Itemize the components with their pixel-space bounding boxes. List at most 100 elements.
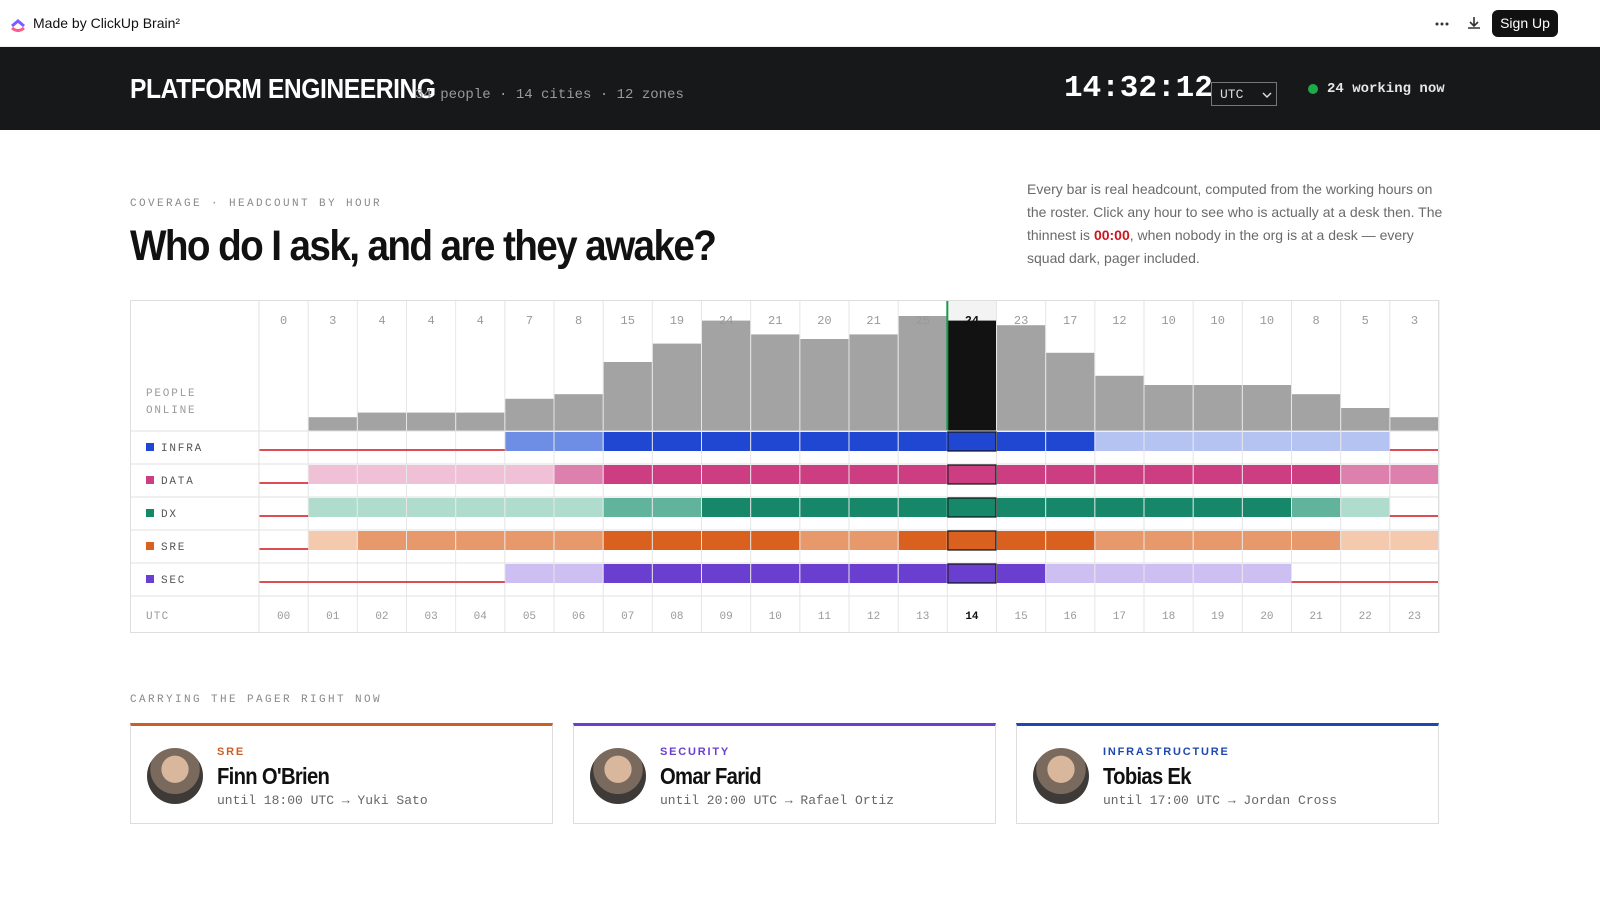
- bar[interactable]: [849, 334, 898, 431]
- bar[interactable]: [997, 325, 1046, 431]
- x-tick-label: 03: [424, 611, 437, 623]
- coverage-cell: [800, 531, 849, 550]
- bar[interactable]: [1292, 394, 1341, 431]
- timezone-select[interactable]: UTC: [1211, 82, 1277, 106]
- coverage-cell: [1292, 498, 1341, 517]
- y-label: PEOPLE ONLINE: [146, 388, 197, 417]
- coverage-cell: [751, 531, 800, 550]
- bar[interactable]: [357, 412, 406, 431]
- coverage-cell: [751, 498, 800, 517]
- value-label: 8: [1312, 314, 1319, 328]
- bar[interactable]: [947, 320, 996, 431]
- coverage-cell: [456, 465, 505, 484]
- bar[interactable]: [1144, 385, 1193, 431]
- bar[interactable]: [1341, 408, 1390, 431]
- bar[interactable]: [898, 316, 947, 431]
- status: 24 working now: [1327, 81, 1445, 97]
- status-dot: [1308, 84, 1318, 94]
- bar[interactable]: [603, 362, 652, 431]
- x-tick-label: 06: [572, 611, 585, 623]
- coverage-cell: [554, 531, 603, 550]
- bar[interactable]: [308, 417, 357, 431]
- value-label: 8: [575, 314, 582, 328]
- coverage-cell: [505, 432, 554, 451]
- coverage-cell: [849, 498, 898, 517]
- coverage-cell: [947, 530, 997, 551]
- coverage-cell: [1144, 465, 1193, 484]
- coverage-cell: [702, 498, 751, 517]
- bar[interactable]: [407, 412, 456, 431]
- value-label: 21: [866, 314, 880, 328]
- more-button[interactable]: [1434, 16, 1450, 32]
- bar[interactable]: [1390, 417, 1439, 431]
- bar[interactable]: [456, 412, 505, 431]
- x-tick-label: 02: [375, 611, 388, 623]
- coverage-cell: [947, 497, 997, 518]
- coverage-cell: [702, 465, 751, 484]
- coverage-cell: [603, 498, 652, 517]
- person-name: Tobias Ek: [1103, 763, 1191, 789]
- team: SECURITY: [660, 746, 731, 758]
- sign-up-button[interactable]: Sign Up: [1492, 10, 1558, 37]
- coverage-cell: [702, 531, 751, 550]
- value-label: 19: [670, 314, 684, 328]
- coverage-cell: [947, 464, 997, 485]
- coverage-cell: [554, 564, 603, 583]
- bar[interactable]: [1046, 352, 1095, 431]
- team: INFRASTRUCTURE: [1103, 746, 1230, 758]
- bar[interactable]: [505, 398, 554, 431]
- legend-swatch: [146, 443, 154, 451]
- coverage-cell: [603, 531, 652, 550]
- coverage-cell: [1292, 465, 1341, 484]
- value-label: 3: [329, 314, 336, 328]
- squad-name: SEC: [161, 575, 186, 587]
- coverage-cell: [357, 531, 406, 550]
- header-title: PLATFORM ENGINEERING: [130, 73, 436, 104]
- pager-card: SRE Finn O'Brien until 18:00 UTC → Yuki Sa…: [130, 723, 553, 824]
- coverage-cell: [407, 465, 456, 484]
- legend-swatch: [146, 575, 154, 583]
- value-label: 0: [280, 314, 287, 328]
- coverage-cell: [1292, 531, 1341, 550]
- value-label: 12: [1112, 314, 1126, 328]
- coverage-cell: [1095, 465, 1144, 484]
- bar[interactable]: [1242, 385, 1291, 431]
- coverage-cell: [603, 432, 652, 451]
- coverage-cell: [603, 465, 652, 484]
- x-tick-label: 12: [867, 611, 880, 623]
- avatar: [1033, 748, 1089, 804]
- download-button[interactable]: [1466, 15, 1482, 31]
- coverage-cell: [1046, 564, 1095, 583]
- text: , when nobody in the org is at a desk — …: [1027, 227, 1414, 266]
- coverage-cell: [1193, 432, 1242, 451]
- chevron: [1262, 92, 1272, 99]
- coverage-cell: [308, 465, 357, 484]
- bar[interactable]: [751, 334, 800, 431]
- value-label: 17: [1063, 314, 1077, 328]
- coverage-cell: [652, 432, 701, 451]
- x-tick-label: 22: [1359, 611, 1372, 623]
- x-tick-label: 11: [818, 611, 832, 623]
- person-name: Finn O'Brien: [217, 763, 330, 789]
- coverage-cell: [456, 498, 505, 517]
- handoff: until 18:00 UTC → Yuki Sato: [217, 793, 428, 808]
- value-label: 4: [378, 314, 385, 328]
- coverage-cell: [1095, 498, 1144, 517]
- coverage-cell: [1144, 498, 1193, 517]
- coverage-cell: [1046, 498, 1095, 517]
- bar[interactable]: [800, 339, 849, 431]
- bar[interactable]: [702, 320, 751, 431]
- bar[interactable]: [554, 394, 603, 431]
- x-tick-label: 20: [1260, 611, 1273, 623]
- coverage-cell: [1193, 531, 1242, 550]
- bar[interactable]: [1193, 385, 1242, 431]
- squad-name: DX: [161, 509, 178, 521]
- avatar: [590, 748, 646, 804]
- coverage-cell: [652, 531, 701, 550]
- bar[interactable]: [652, 343, 701, 431]
- coverage-cell: [505, 498, 554, 517]
- value-label: 21: [768, 314, 782, 328]
- coverage-cell: [800, 498, 849, 517]
- bar[interactable]: [1095, 375, 1144, 431]
